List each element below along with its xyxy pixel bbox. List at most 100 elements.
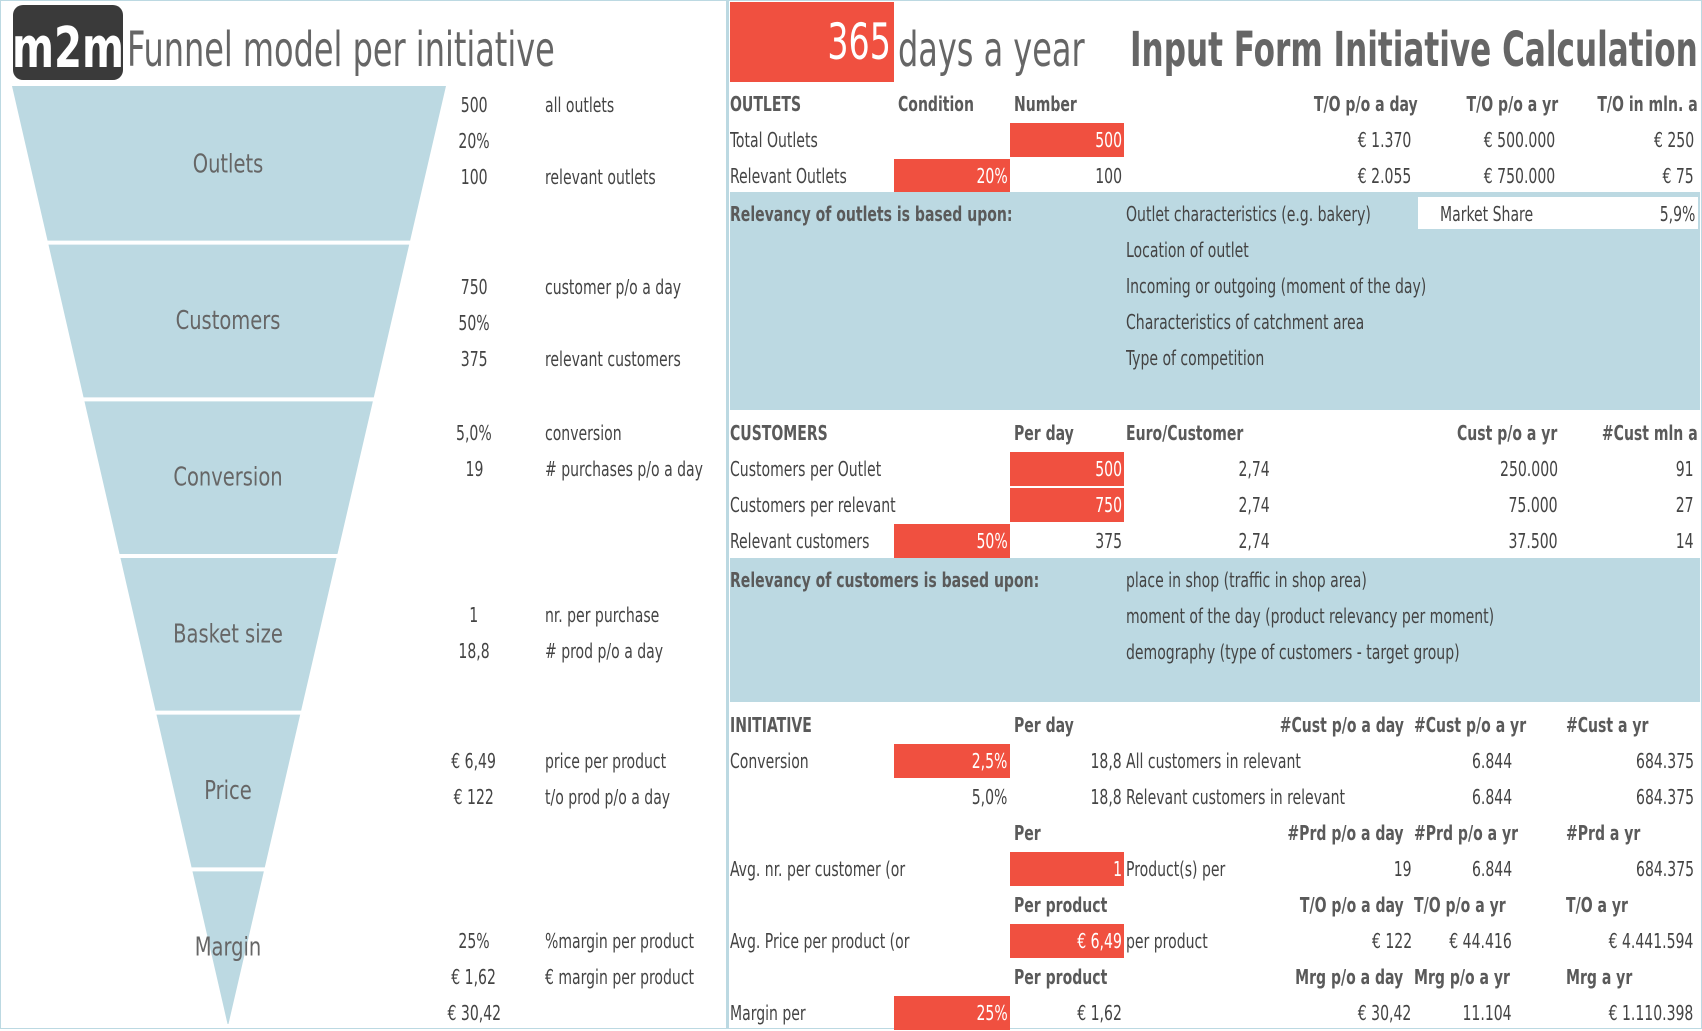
funnel-stage-label: Basket size bbox=[173, 620, 283, 649]
outlets-row-label: Total Outlets bbox=[730, 128, 818, 152]
customers-relevancy-item: moment of the day (product relevancy per… bbox=[1126, 604, 1495, 628]
margin-header: Per product bbox=[1014, 965, 1108, 989]
initiative-cust-yr-header: #Cust p/o a yr bbox=[1414, 713, 1527, 737]
initiative-perday-header: Per day bbox=[1014, 713, 1074, 737]
customers-relevancy-title: Relevancy of customers is based upon: bbox=[730, 568, 1040, 592]
purchase-tot-header: #Prd a yr bbox=[1566, 821, 1641, 845]
customers-yr: 250.000 bbox=[1499, 457, 1558, 481]
funnel-value-number: 1 bbox=[469, 603, 479, 627]
avg-nr-input[interactable]: 1 bbox=[1010, 852, 1124, 886]
funnel-value-number: 100 bbox=[460, 165, 488, 189]
logo: m2m bbox=[12, 5, 124, 81]
funnel-value-number: 25% bbox=[458, 929, 490, 953]
outlets-row-label: Relevant Outlets bbox=[730, 164, 847, 188]
price-label: Avg. Price per product (or change) bbox=[730, 929, 910, 953]
funnel-value-number: € 6,49 bbox=[451, 749, 497, 773]
margin-tot: € 1.110.398 bbox=[1608, 1001, 1694, 1025]
outlets-relevancy-item: Location of outlet bbox=[1126, 238, 1249, 262]
margin-input[interactable]: 25% bbox=[894, 996, 1010, 1030]
outlets-to-yr-header: T/O p/o a yr bbox=[1466, 92, 1558, 116]
price-tot-header: T/O a yr bbox=[1566, 893, 1628, 917]
outlets-condition-header: Condition bbox=[898, 92, 974, 116]
margin-per-product: € 1,62 bbox=[1077, 1001, 1122, 1025]
price-day-header: T/O p/o a day bbox=[1299, 893, 1404, 917]
customers-euro-header: Euro/Customer bbox=[1126, 421, 1244, 445]
funnel-title: Funnel model per initiative bbox=[127, 22, 555, 78]
funnel-value-label: price per product bbox=[545, 749, 667, 773]
outlets-condition-input[interactable]: 20% bbox=[894, 159, 1010, 193]
funnel-value-label: conversion bbox=[545, 421, 622, 445]
outlets-to-mln: € 250 bbox=[1653, 128, 1694, 152]
divider bbox=[726, 0, 729, 1029]
purchase-header: Per purchase bbox=[1014, 821, 1041, 845]
outlets-relevancy-item: Type of competition bbox=[1126, 346, 1265, 370]
funnel-value-label: € margin per product bbox=[545, 965, 695, 989]
customers-mln: 27 bbox=[1675, 493, 1694, 517]
outlets-number[interactable]: 500 bbox=[1010, 123, 1124, 157]
customers-mln-header: #Cust mln a yr bbox=[1601, 421, 1698, 445]
customers-yr: 75.000 bbox=[1508, 493, 1558, 517]
customers-euro: 2,74 bbox=[1238, 493, 1270, 517]
funnel-stage-margin bbox=[192, 871, 264, 1024]
price-day: € 122 bbox=[1371, 929, 1412, 953]
market-share-label: Market Share bbox=[1440, 202, 1534, 226]
outlets-header: OUTLETS bbox=[730, 92, 802, 116]
outlets-number-header: Number bbox=[1014, 92, 1077, 116]
logo-mark: m2m bbox=[12, 15, 124, 80]
funnel-stage-price bbox=[156, 714, 301, 868]
customers-perday[interactable]: 750 bbox=[1010, 488, 1124, 522]
avg-nr-label: Avg. nr. per customer (or change) bbox=[730, 857, 906, 881]
conversion2-desc: Relevant customers in relevant outl bbox=[1126, 785, 1345, 809]
outlets-to-mln: € 75 bbox=[1662, 164, 1694, 188]
funnel-value-label: customer p/o a day bbox=[545, 275, 682, 299]
days-label: days a year bbox=[898, 22, 1085, 78]
funnel-value-number: 18,8 bbox=[458, 639, 490, 663]
initiative-header: INITIATIVE bbox=[730, 713, 812, 737]
customers-condition-input[interactable]: 50% bbox=[894, 524, 1010, 558]
margin-yr-header: Mrg p/o a yr bbox=[1414, 965, 1510, 989]
initiative-cust-tot-header: #Cust a yr bbox=[1566, 713, 1649, 737]
funnel-value-number: 375 bbox=[460, 347, 488, 371]
price-input[interactable]: € 6,49 bbox=[1010, 924, 1124, 958]
days-input[interactable]: 365 bbox=[730, 2, 894, 82]
customers-euro: 2,74 bbox=[1238, 529, 1270, 553]
funnel-value-number: 750 bbox=[460, 275, 488, 299]
outlets-condition-input bbox=[894, 123, 1010, 157]
customers-mln: 91 bbox=[1675, 457, 1694, 481]
margin-day: € 30,42 bbox=[1358, 1001, 1412, 1025]
funnel-value-label: t/o prod p/o a day bbox=[545, 785, 671, 809]
customers-mln: 14 bbox=[1675, 529, 1694, 553]
conversion2-cust-yr: 684.375 bbox=[1635, 785, 1694, 809]
market-share-box bbox=[1418, 197, 1698, 229]
conversion-label: Conversion (change bbox=[730, 749, 809, 773]
funnel-value-label: %margin per product bbox=[545, 929, 694, 953]
outlets-to-yr: € 500.000 bbox=[1484, 128, 1556, 152]
funnel-stage-label: Price bbox=[204, 776, 252, 805]
funnel-value-number: € 30,42 bbox=[447, 1001, 502, 1025]
funnel-stage-label: Margin bbox=[195, 933, 262, 962]
market-share-value: 5,9% bbox=[1660, 202, 1696, 226]
funnel-value-label: relevant outlets bbox=[545, 165, 656, 189]
funnel-value-label: all outlets bbox=[545, 93, 615, 117]
conversion2-cust-day: 6.844 bbox=[1471, 785, 1512, 809]
funnel-value-label: # prod p/o a day bbox=[545, 639, 664, 663]
outlets-to-day: € 1.370 bbox=[1358, 128, 1412, 152]
margin-label: Margin per product bbox=[730, 1001, 806, 1025]
funnel-stage-basket-size bbox=[120, 558, 337, 711]
customers-yr: 37.500 bbox=[1508, 529, 1558, 553]
customers-yr-header: Cust p/o a yr bbox=[1457, 421, 1558, 445]
purchase-yr-header: #Prd p/o a yr bbox=[1414, 821, 1519, 845]
customers-perday: 375 bbox=[1094, 529, 1122, 553]
outlets-relevancy-title: Relevancy of outlets is based upon: bbox=[730, 202, 1013, 226]
funnel-value-number: 19 bbox=[465, 457, 483, 481]
conversion2-pct: 5,0% bbox=[972, 785, 1008, 809]
outlets-number: 100 bbox=[1094, 164, 1122, 188]
funnel-value-number: € 122 bbox=[453, 785, 495, 809]
funnel-value-number: 5,0% bbox=[456, 421, 492, 445]
funnel-stage-label: Conversion bbox=[173, 463, 282, 492]
avg-nr-yr: 6.844 bbox=[1471, 857, 1512, 881]
conversion-input[interactable]: 2,5% bbox=[894, 744, 1010, 778]
price-yr-header: T/O p/o a yr bbox=[1414, 893, 1506, 917]
funnel-value-label: relevant customers bbox=[545, 347, 681, 371]
customers-perday[interactable]: 500 bbox=[1010, 452, 1124, 486]
